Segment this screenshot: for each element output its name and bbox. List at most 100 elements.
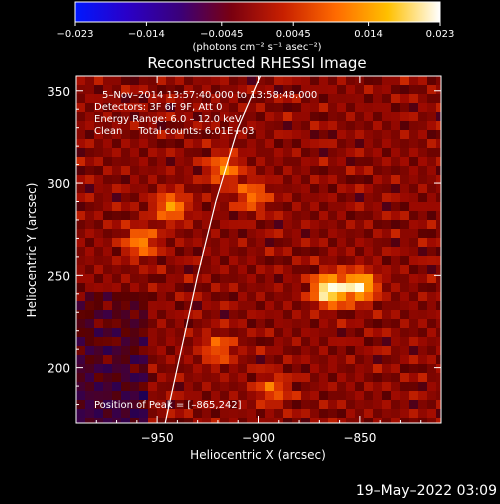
heatmap-cell <box>175 121 184 130</box>
heatmap-cell <box>238 130 247 139</box>
heatmap-cell <box>148 409 157 418</box>
heatmap-cell <box>301 175 310 184</box>
heatmap-cell <box>76 112 85 121</box>
heatmap-cell <box>400 166 409 175</box>
heatmap-cell <box>85 229 94 238</box>
heatmap-cell <box>337 265 346 274</box>
heatmap-cell <box>184 184 193 193</box>
heatmap-cell <box>130 157 139 166</box>
heatmap-cell <box>121 112 130 121</box>
heatmap-cell <box>274 166 283 175</box>
heatmap-cell <box>184 283 193 292</box>
annotation-time-range: 5–Nov–2014 13:57:40.000 to 13:58:48.000 <box>102 90 317 101</box>
heatmap-cell <box>166 256 175 265</box>
heatmap-cell <box>337 382 346 391</box>
solar-limb-line <box>164 76 262 423</box>
heatmap-cell <box>346 274 355 283</box>
heatmap-cell <box>211 256 220 265</box>
heatmap-cell <box>256 175 265 184</box>
heatmap-cell <box>292 328 301 337</box>
heatmap-cell <box>121 247 130 256</box>
heatmap-cell <box>247 175 256 184</box>
heatmap-cell <box>247 409 256 418</box>
heatmap-cell <box>193 175 202 184</box>
heatmap-cell <box>373 319 382 328</box>
heatmap-cell <box>256 319 265 328</box>
heatmap-cell <box>409 184 418 193</box>
heatmap-cell <box>436 139 441 148</box>
heatmap-cell <box>139 76 148 85</box>
heatmap-cell <box>202 238 211 247</box>
heatmap-cell <box>103 328 112 337</box>
heatmap-cell <box>418 139 427 148</box>
heatmap-cell <box>139 103 148 112</box>
heatmap-cell <box>85 355 94 364</box>
heatmap-cell <box>103 301 112 310</box>
heatmap-cell <box>328 103 337 112</box>
heatmap-cell <box>184 301 193 310</box>
heatmap-cell <box>166 85 175 94</box>
heatmap-cell <box>256 292 265 301</box>
heatmap-cell <box>283 256 292 265</box>
heatmap-cell <box>220 337 229 346</box>
heatmap-cell <box>427 238 436 247</box>
heatmap-cell <box>328 121 337 130</box>
heatmap-cell <box>175 238 184 247</box>
heatmap-cell <box>373 310 382 319</box>
heatmap-cell <box>292 121 301 130</box>
heatmap-cell <box>391 130 400 139</box>
heatmap-cell <box>265 373 274 382</box>
heatmap-cell <box>202 139 211 148</box>
heatmap-cell <box>166 139 175 148</box>
heatmap-cell <box>355 337 364 346</box>
heatmap-cell <box>157 175 166 184</box>
heatmap-cell <box>391 121 400 130</box>
heatmap-cell <box>130 130 139 139</box>
heatmap-cell <box>220 328 229 337</box>
heatmap-cell <box>85 346 94 355</box>
heatmap-cell <box>247 229 256 238</box>
heatmap-cell <box>157 112 166 121</box>
heatmap-cell <box>391 103 400 112</box>
heatmap-cell <box>328 85 337 94</box>
heatmap-cell <box>103 400 112 409</box>
heatmap-cell <box>427 112 436 121</box>
heatmap-cell <box>175 94 184 103</box>
heatmap-cell <box>184 202 193 211</box>
heatmap-cell <box>382 112 391 121</box>
heatmap-cell <box>346 265 355 274</box>
heatmap-cell <box>373 391 382 400</box>
heatmap-cell <box>166 175 175 184</box>
heatmap-cell <box>193 76 202 85</box>
colorbar: −0.023 −0.014 −0.0045 0.0045 0.014 0.023 (pho… <box>56 1 454 53</box>
heatmap-cell <box>346 238 355 247</box>
heatmap-cell <box>76 76 85 85</box>
heatmap-cell <box>211 184 220 193</box>
heatmap-cell <box>319 184 328 193</box>
heatmap-cell <box>220 148 229 157</box>
heatmap-cell <box>409 148 418 157</box>
heatmap-cell <box>400 283 409 292</box>
heatmap-cell <box>382 346 391 355</box>
heatmap-cell <box>319 310 328 319</box>
heatmap-cell <box>202 364 211 373</box>
heatmap-cell <box>229 328 238 337</box>
heatmap-cell <box>76 130 85 139</box>
heatmap-cell <box>400 292 409 301</box>
heatmap-cell <box>256 400 265 409</box>
heatmap-cell <box>364 103 373 112</box>
heatmap-cell <box>211 283 220 292</box>
heatmap-cell <box>211 139 220 148</box>
heatmap-cell <box>373 265 382 274</box>
heatmap-cell <box>238 247 247 256</box>
heatmap-cell <box>391 94 400 103</box>
heatmap-cell <box>229 274 238 283</box>
heatmap-cell <box>175 76 184 85</box>
heatmap-cell <box>301 139 310 148</box>
heatmap-cell <box>202 112 211 121</box>
heatmap-cell <box>175 400 184 409</box>
heatmap-cell <box>337 139 346 148</box>
heatmap-cell <box>364 346 373 355</box>
heatmap-cell <box>112 256 121 265</box>
heatmap-cell <box>238 256 247 265</box>
